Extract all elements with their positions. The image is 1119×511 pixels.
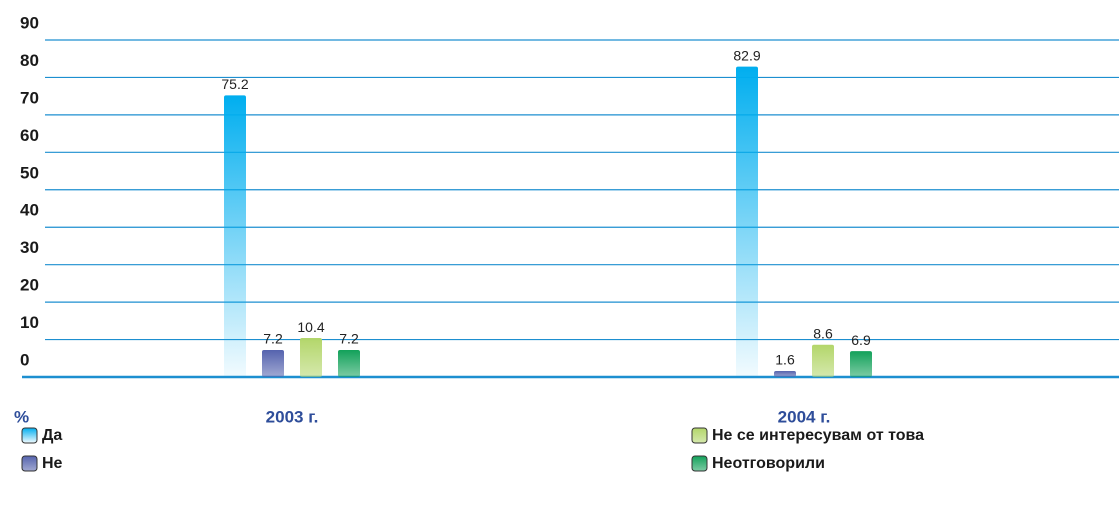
y-tick-label: 10 — [20, 313, 39, 332]
bar — [736, 66, 758, 377]
x-tick-label: 2004 г. — [778, 407, 831, 426]
value-label: 75.2 — [221, 76, 248, 92]
legend-label: Неотговорили — [712, 455, 825, 472]
legend-label: Не — [42, 455, 63, 472]
y-axis-label: % — [14, 407, 29, 426]
y-tick-label: 30 — [20, 238, 39, 257]
value-label: 1.6 — [775, 352, 795, 368]
x-tick-label: 2003 г. — [266, 407, 319, 426]
value-label: 82.9 — [733, 47, 760, 63]
legend-swatch — [691, 455, 708, 472]
y-tick-label: 80 — [20, 51, 39, 70]
value-label: 8.6 — [813, 326, 833, 342]
legend-swatch — [21, 427, 38, 444]
y-tick-label: 0 — [20, 350, 29, 369]
bar — [850, 351, 872, 377]
legend-swatch — [21, 455, 38, 472]
legend-label: Не се интересувам от това — [712, 427, 924, 444]
bar — [224, 95, 246, 377]
bar — [262, 350, 284, 377]
value-label: 6.9 — [851, 332, 871, 348]
value-label: 10.4 — [297, 319, 324, 335]
y-tick-label: 20 — [20, 276, 39, 295]
y-tick-label: 70 — [20, 88, 39, 107]
legend-swatch — [691, 427, 708, 444]
y-tick-label: 40 — [20, 201, 39, 220]
bar — [300, 338, 322, 377]
bar — [338, 350, 360, 377]
bar — [774, 371, 796, 377]
value-label: 7.2 — [339, 331, 359, 347]
y-tick-label: 60 — [20, 126, 39, 145]
y-tick-label: 90 — [20, 13, 39, 32]
bar — [812, 344, 834, 377]
legend-label: Да — [42, 427, 62, 444]
y-tick-label: 50 — [20, 163, 39, 182]
value-label: 7.2 — [263, 331, 283, 347]
